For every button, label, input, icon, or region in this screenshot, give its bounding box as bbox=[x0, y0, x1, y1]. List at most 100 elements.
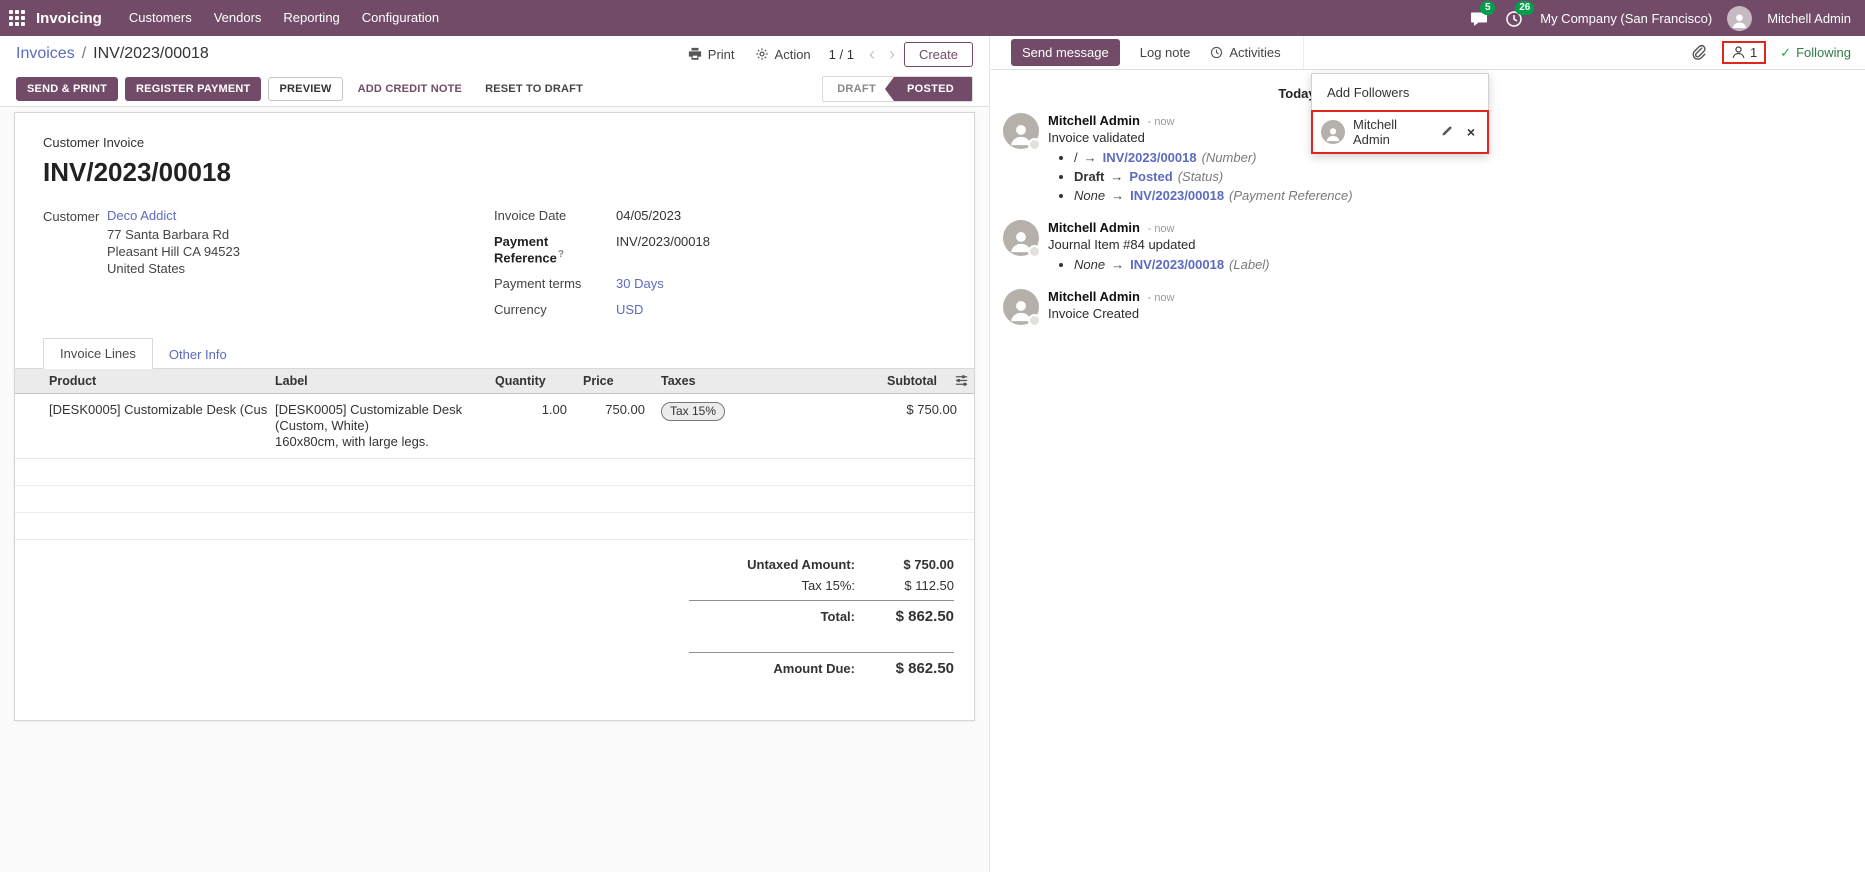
tracking-new-value[interactable]: Posted bbox=[1129, 169, 1173, 184]
following-toggle[interactable]: ✓ Following bbox=[1780, 44, 1851, 61]
customer-address-line: Pleasant Hill CA 94523 bbox=[107, 244, 240, 259]
preview-button[interactable]: PREVIEW bbox=[268, 77, 343, 101]
chatter-toolbar: Send message Log note Activities 1 ✓ Fol… bbox=[991, 36, 1865, 154]
main-menu: Customers Vendors Reporting Configuratio… bbox=[118, 0, 450, 36]
followers-count: 1 bbox=[1749, 45, 1758, 60]
breadcrumb-invoices[interactable]: Invoices bbox=[16, 45, 75, 62]
invoice-sheet: Customer Invoice INV/2023/00018 Customer… bbox=[14, 112, 975, 721]
user-avatar[interactable] bbox=[1727, 5, 1753, 31]
activities-menu-icon[interactable]: 26 bbox=[1505, 1, 1535, 28]
remove-follower-icon[interactable]: × bbox=[1466, 124, 1476, 140]
header-taxes[interactable]: Taxes bbox=[653, 369, 879, 395]
send-print-button[interactable]: SEND & PRINT bbox=[16, 77, 119, 101]
user-menu[interactable]: Mitchell Admin bbox=[1767, 10, 1851, 26]
avatar-status-dot bbox=[1028, 245, 1041, 258]
arrow-right-icon: → bbox=[1111, 188, 1125, 203]
tab-other-info[interactable]: Other Info bbox=[168, 347, 227, 363]
untaxed-amount-label: Untaxed Amount: bbox=[747, 557, 855, 573]
gear-icon bbox=[755, 48, 768, 60]
follower-row[interactable]: Mitchell Admin × bbox=[1311, 110, 1489, 154]
printer-icon bbox=[688, 47, 701, 60]
breadcrumb: Invoices / INV/2023/00018 bbox=[16, 45, 209, 63]
tab-invoice-lines[interactable]: Invoice Lines bbox=[43, 338, 153, 370]
invoice-number: INV/2023/00018 bbox=[43, 157, 231, 187]
total-label: Total: bbox=[820, 609, 855, 625]
tax-value: $ 112.50 bbox=[904, 578, 954, 594]
state-draft[interactable]: DRAFT bbox=[837, 83, 876, 95]
customer-address-line: 77 Santa Barbara Rd bbox=[107, 227, 230, 242]
payment-terms-value[interactable]: 30 Days bbox=[616, 276, 664, 292]
tracking-item: /→INV/2023/00018(Number) bbox=[1074, 150, 1353, 165]
header-subtotal[interactable]: Subtotal bbox=[879, 369, 974, 395]
arrow-right-icon: → bbox=[1110, 169, 1124, 184]
empty-row bbox=[15, 512, 974, 541]
customer-link[interactable]: Deco Addict bbox=[107, 208, 177, 223]
empty-row bbox=[15, 485, 974, 514]
header-quantity[interactable]: Quantity bbox=[487, 369, 575, 395]
reset-to-draft-button[interactable]: RESET TO DRAFT bbox=[477, 78, 591, 100]
header-label[interactable]: Label bbox=[267, 369, 487, 395]
add-credit-note-button[interactable]: ADD CREDIT NOTE bbox=[350, 78, 470, 100]
amount-due-label: Amount Due: bbox=[773, 661, 855, 677]
chat-bubble-icon bbox=[1471, 12, 1488, 26]
messages-badge: 5 bbox=[1480, 1, 1496, 15]
add-followers-item[interactable]: Add Followers bbox=[1327, 85, 1410, 100]
activities-button[interactable]: Activities bbox=[1210, 45, 1281, 60]
cell-taxes: Tax 15% bbox=[653, 393, 879, 460]
register-payment-button[interactable]: REGISTER PAYMENT bbox=[125, 77, 262, 101]
customer-block: Customer Deco Addict 77 Santa Barbara Rd… bbox=[43, 208, 494, 328]
control-panel: Invoices / INV/2023/00018 Print Action 1 /… bbox=[0, 36, 989, 72]
message-list: Today Mitchell Admin - now Invoice valid… bbox=[991, 70, 1591, 327]
amount-due-block: Amount Due: $ 862.50 bbox=[689, 652, 954, 680]
header-product[interactable]: Product bbox=[15, 369, 267, 395]
message-author: Mitchell Admin bbox=[1048, 289, 1140, 304]
message: Mitchell Admin - now Invoice Created bbox=[1003, 289, 1591, 327]
clock-icon bbox=[1210, 46, 1223, 59]
pager-next-icon[interactable]: › bbox=[888, 44, 895, 64]
message-text: Journal Item #84 updated bbox=[1048, 237, 1196, 252]
tracking-new-value[interactable]: INV/2023/00018 bbox=[1130, 188, 1225, 203]
optional-columns-icon[interactable] bbox=[954, 373, 969, 388]
attachments-button[interactable] bbox=[1690, 44, 1708, 62]
currency-value[interactable]: USD bbox=[616, 302, 644, 318]
cell-quantity: 1.00 bbox=[487, 393, 575, 460]
pager-previous-icon[interactable]: ‹ bbox=[868, 44, 875, 64]
message-avatar bbox=[1003, 220, 1041, 258]
company-switcher[interactable]: My Company (San Francisco) bbox=[1540, 10, 1713, 26]
grid-icon bbox=[9, 10, 25, 26]
currency-label: Currency bbox=[494, 302, 547, 318]
chatter-panel: Send message Log note Activities 1 ✓ Fol… bbox=[991, 36, 1865, 872]
app-name[interactable]: Invoicing bbox=[36, 9, 102, 27]
menu-vendors[interactable]: Vendors bbox=[213, 10, 262, 25]
print-button[interactable]: Print bbox=[680, 43, 743, 66]
tracking-values: None→INV/2023/00018(Label) bbox=[1074, 257, 1270, 272]
invoice-line-row[interactable]: [DESK0005] Customizable Desk (Custom,… [… bbox=[15, 393, 974, 460]
followers-button[interactable]: 1 bbox=[1721, 41, 1767, 64]
follower-person-icon bbox=[1731, 45, 1746, 60]
tax-badge: Tax 15% bbox=[661, 402, 726, 422]
messages-icon[interactable]: 5 bbox=[1470, 1, 1496, 28]
status-widget: DRAFT POSTED bbox=[822, 76, 973, 102]
cell-price: 750.00 bbox=[575, 393, 653, 460]
create-button[interactable]: Create bbox=[903, 41, 973, 67]
cell-label: [DESK0005] Customizable Desk (Custom, Wh… bbox=[267, 393, 487, 460]
tracking-new-value[interactable]: INV/2023/00018 bbox=[1130, 257, 1225, 272]
edit-follower-icon[interactable] bbox=[1439, 125, 1455, 140]
log-note-button[interactable]: Log note bbox=[1139, 45, 1191, 60]
statusbar: SEND & PRINT REGISTER PAYMENT PREVIEW AD… bbox=[0, 72, 989, 107]
send-message-button[interactable]: Send message bbox=[1011, 39, 1120, 66]
message-avatar bbox=[1003, 113, 1041, 151]
avatar-status-dot bbox=[1028, 314, 1041, 327]
header-price[interactable]: Price bbox=[575, 369, 653, 395]
action-button[interactable]: Action bbox=[747, 43, 819, 66]
invoice-date-label: Invoice Date bbox=[494, 208, 567, 223]
menu-reporting[interactable]: Reporting bbox=[283, 10, 340, 25]
check-icon: ✓ bbox=[1780, 44, 1792, 60]
apps-menu-icon[interactable] bbox=[0, 0, 34, 36]
menu-configuration[interactable]: Configuration bbox=[361, 10, 440, 25]
activities-badge: 26 bbox=[1515, 1, 1535, 15]
message: Mitchell Admin - now Journal Item #84 up… bbox=[1003, 220, 1591, 276]
menu-customers[interactable]: Customers bbox=[128, 10, 192, 25]
state-posted[interactable]: POSTED bbox=[884, 77, 972, 101]
tracking-new-value[interactable]: INV/2023/00018 bbox=[1102, 150, 1197, 165]
